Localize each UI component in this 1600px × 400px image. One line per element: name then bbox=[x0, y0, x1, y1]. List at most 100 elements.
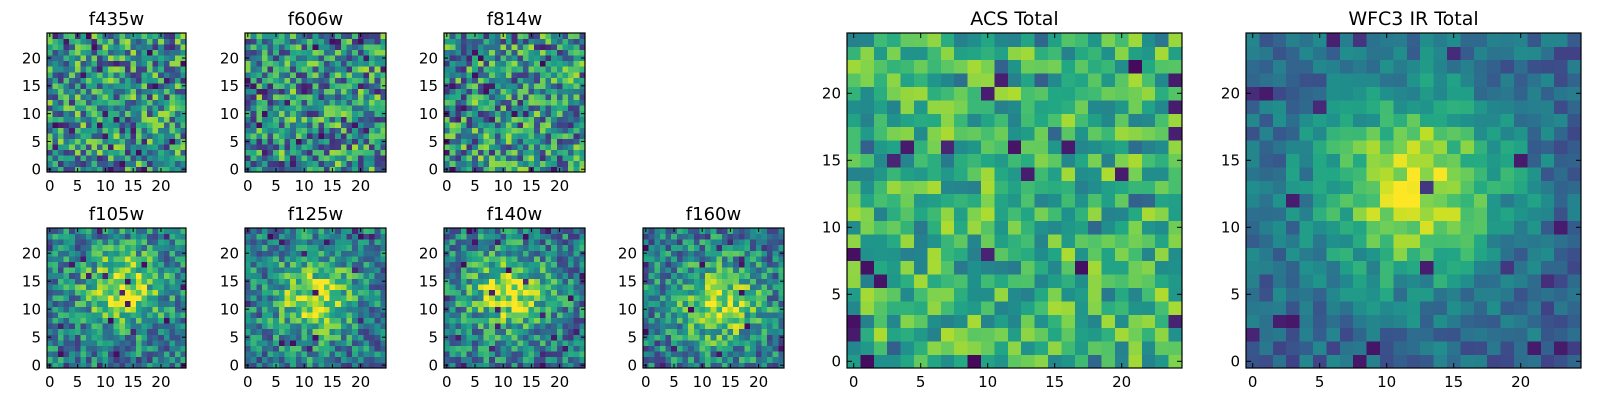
heatmap-cell bbox=[1074, 234, 1089, 248]
heatmap-cell bbox=[539, 33, 546, 39]
heatmap-cell bbox=[568, 356, 575, 363]
heatmap-cell bbox=[113, 362, 120, 369]
heatmap-cell bbox=[256, 66, 263, 73]
heatmap-cell bbox=[710, 228, 717, 234]
heatmap-cell bbox=[500, 323, 507, 330]
heatmap-cell bbox=[250, 127, 257, 134]
heatmap-cell bbox=[568, 300, 575, 307]
heatmap-cell bbox=[278, 133, 285, 139]
heatmap-cell bbox=[887, 207, 901, 221]
heatmap-cell bbox=[483, 278, 490, 285]
heatmap-cell bbox=[455, 244, 462, 251]
heatmap-cell bbox=[539, 362, 546, 369]
heatmap-cell bbox=[273, 160, 280, 167]
heatmap-cell bbox=[500, 345, 507, 352]
heatmap-cell bbox=[52, 272, 59, 279]
heatmap-cell bbox=[369, 77, 376, 84]
heatmap-cell bbox=[472, 328, 479, 335]
heatmap-cell bbox=[665, 256, 672, 262]
heatmap-cell bbox=[256, 228, 263, 234]
heatmap-cell bbox=[97, 289, 103, 296]
heatmap-cell bbox=[648, 267, 655, 274]
heatmap-cell bbox=[108, 250, 115, 257]
heatmap-cell bbox=[873, 193, 888, 208]
heatmap-cell bbox=[295, 328, 302, 335]
heatmap-cell bbox=[511, 261, 518, 268]
heatmap-cell bbox=[369, 239, 376, 246]
heatmap-cell bbox=[528, 256, 535, 262]
heatmap-cell bbox=[352, 121, 359, 128]
heatmap-cell bbox=[648, 317, 655, 324]
heatmap-cell bbox=[357, 317, 364, 324]
heatmap-cell bbox=[97, 160, 103, 167]
heatmap-cell bbox=[52, 256, 59, 262]
heatmap-cell bbox=[511, 278, 518, 285]
heatmap-cell bbox=[273, 60, 280, 67]
heatmap-cell bbox=[267, 49, 274, 56]
heatmap-cell bbox=[141, 149, 148, 156]
heatmap-cell bbox=[273, 295, 280, 302]
heatmap-cell bbox=[250, 77, 257, 84]
heatmap-cell bbox=[579, 345, 586, 352]
heatmap-cell bbox=[256, 250, 263, 257]
heatmap-cell bbox=[290, 144, 297, 151]
heatmap-cell bbox=[119, 127, 126, 134]
heatmap-cell bbox=[568, 328, 575, 335]
heatmap-cell bbox=[267, 323, 274, 330]
heatmap-cell bbox=[267, 334, 274, 341]
heatmap-cell bbox=[710, 300, 717, 307]
heatmap-cell bbox=[290, 99, 297, 106]
heatmap-cell bbox=[455, 55, 462, 62]
heatmap-cell bbox=[665, 233, 672, 240]
heatmap-cell bbox=[130, 138, 137, 145]
heatmap-cell bbox=[174, 328, 181, 335]
heatmap-cell bbox=[124, 250, 131, 257]
heatmap-cell bbox=[693, 244, 700, 251]
heatmap-cell bbox=[295, 55, 302, 62]
heatmap-cell bbox=[97, 138, 103, 145]
heatmap-cell bbox=[682, 351, 689, 358]
heatmap-cell bbox=[363, 166, 370, 173]
heatmap-cell bbox=[102, 66, 109, 73]
heatmap-cell bbox=[284, 272, 291, 279]
heatmap-cell bbox=[1155, 287, 1169, 302]
heatmap-cell bbox=[539, 160, 546, 167]
heatmap-cell bbox=[80, 88, 87, 95]
heatmap-cell bbox=[500, 233, 507, 240]
heatmap-cell bbox=[738, 317, 745, 324]
heatmap-cell bbox=[914, 220, 928, 235]
heatmap-cell bbox=[340, 345, 347, 352]
heatmap-cell bbox=[152, 166, 159, 173]
heatmap-cell bbox=[346, 295, 353, 302]
heatmap-cell bbox=[250, 121, 257, 128]
heatmap-cell bbox=[329, 284, 336, 290]
heatmap-cell bbox=[1155, 207, 1169, 221]
heatmap-cell bbox=[573, 228, 580, 234]
heatmap-cell bbox=[693, 345, 700, 352]
heatmap-cell bbox=[522, 233, 529, 240]
heatmap-cell bbox=[927, 260, 942, 275]
heatmap-cell bbox=[455, 250, 462, 257]
heatmap-cell bbox=[346, 44, 353, 51]
heatmap-cell bbox=[466, 312, 473, 318]
heatmap-cell bbox=[80, 233, 87, 240]
heatmap-cell bbox=[772, 261, 779, 268]
heatmap-cell bbox=[152, 94, 159, 101]
heatmap-cell bbox=[290, 155, 297, 162]
heatmap-cell bbox=[716, 272, 723, 279]
heatmap-cell bbox=[130, 155, 137, 162]
heatmap-cell bbox=[163, 66, 170, 73]
heatmap-cell bbox=[163, 99, 170, 106]
heatmap-cell bbox=[489, 166, 496, 173]
heatmap-cell bbox=[85, 138, 92, 145]
heatmap-cell bbox=[52, 116, 59, 123]
heatmap-cell bbox=[472, 323, 479, 330]
heatmap-cell bbox=[1007, 234, 1022, 248]
heatmap-cell bbox=[1088, 180, 1102, 195]
heatmap-cell bbox=[69, 340, 76, 346]
heatmap-cell bbox=[994, 341, 1009, 355]
heatmap-cell bbox=[659, 306, 666, 313]
heatmap-cell bbox=[250, 155, 257, 162]
heatmap-cell bbox=[705, 278, 712, 285]
heatmap-cell bbox=[169, 233, 176, 240]
